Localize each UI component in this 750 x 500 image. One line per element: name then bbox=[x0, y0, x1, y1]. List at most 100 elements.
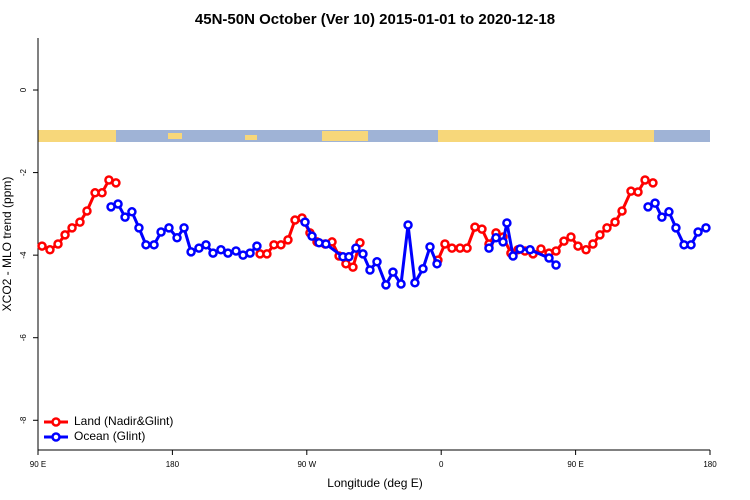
data-point bbox=[602, 223, 612, 233]
data-point bbox=[262, 249, 272, 259]
data-point bbox=[536, 244, 546, 254]
x-tick-label: 0 bbox=[439, 460, 444, 469]
data-point bbox=[164, 223, 174, 233]
data-point bbox=[551, 260, 561, 270]
data-point bbox=[45, 245, 55, 255]
x-tick-label: 90 E bbox=[30, 460, 46, 469]
y-tick-label: -4 bbox=[19, 251, 28, 259]
legend-label: Land (Nadir&Glint) bbox=[74, 414, 173, 428]
data-point bbox=[462, 243, 472, 253]
legend-marker bbox=[51, 432, 61, 442]
data-point bbox=[447, 243, 457, 253]
data-point bbox=[231, 246, 241, 256]
data-point bbox=[559, 236, 569, 246]
data-point bbox=[344, 252, 354, 262]
data-point bbox=[208, 248, 218, 258]
data-point bbox=[432, 259, 442, 269]
data-point bbox=[113, 199, 123, 209]
data-point bbox=[156, 227, 166, 237]
y-tick-label: -2 bbox=[19, 168, 28, 176]
data-point bbox=[610, 217, 620, 227]
data-point bbox=[351, 243, 361, 253]
y-axis-label: XCO2 - MLO trend (ppm) bbox=[0, 177, 14, 312]
data-point bbox=[491, 233, 501, 243]
data-point bbox=[388, 267, 398, 277]
data-point bbox=[396, 279, 406, 289]
data-point bbox=[37, 241, 47, 251]
data-point bbox=[276, 240, 286, 250]
data-point bbox=[544, 253, 554, 263]
data-point bbox=[381, 280, 391, 290]
data-point bbox=[67, 223, 77, 233]
data-point bbox=[617, 206, 627, 216]
data-point bbox=[365, 265, 375, 275]
data-point bbox=[307, 231, 317, 241]
data-point bbox=[643, 202, 653, 212]
data-point bbox=[671, 223, 681, 233]
data-point bbox=[358, 249, 368, 259]
data-point bbox=[141, 240, 151, 250]
data-point bbox=[75, 217, 85, 227]
data-point bbox=[127, 207, 137, 217]
data-point bbox=[595, 230, 605, 240]
data-point bbox=[515, 244, 525, 254]
y-tick-label: 0 bbox=[19, 87, 28, 92]
x-tick-label: 180 bbox=[703, 460, 717, 469]
x-tick-label: 90 W bbox=[297, 460, 316, 469]
data-point bbox=[223, 248, 233, 258]
x-axis-label: Longitude (deg E) bbox=[327, 476, 422, 490]
data-point bbox=[321, 239, 331, 249]
y-tick-label: -8 bbox=[19, 416, 28, 424]
data-point bbox=[252, 241, 262, 251]
data-point bbox=[686, 240, 696, 250]
data-point bbox=[300, 217, 310, 227]
data-point bbox=[581, 245, 591, 255]
data-point bbox=[440, 239, 450, 249]
land-sea-strip bbox=[38, 130, 710, 142]
data-point bbox=[588, 239, 598, 249]
data-point bbox=[403, 220, 413, 230]
data-point bbox=[410, 278, 420, 288]
legend-marker bbox=[51, 417, 61, 427]
data-point bbox=[418, 264, 428, 274]
data-point bbox=[194, 243, 204, 253]
x-tick-label: 90 E bbox=[567, 460, 583, 469]
data-point bbox=[53, 239, 63, 249]
chart-title: 45N-50N October (Ver 10) 2015-01-01 to 2… bbox=[195, 11, 555, 28]
data-point bbox=[111, 178, 121, 188]
data-point bbox=[201, 240, 211, 250]
data-point bbox=[657, 212, 667, 222]
data-point bbox=[701, 223, 711, 233]
data-point bbox=[664, 207, 674, 217]
data-point bbox=[693, 227, 703, 237]
data-point bbox=[425, 242, 435, 252]
data-point bbox=[60, 230, 70, 240]
data-point bbox=[566, 232, 576, 242]
data-point bbox=[179, 223, 189, 233]
data-point bbox=[283, 235, 293, 245]
data-point bbox=[502, 218, 512, 228]
data-point bbox=[477, 224, 487, 234]
data-point bbox=[484, 243, 494, 253]
data-point bbox=[633, 187, 643, 197]
data-point bbox=[186, 247, 196, 257]
data-point bbox=[134, 223, 144, 233]
data-point bbox=[97, 188, 107, 198]
data-point bbox=[650, 198, 660, 208]
data-point bbox=[525, 245, 535, 255]
data-point bbox=[372, 257, 382, 267]
data-point bbox=[648, 178, 658, 188]
y-tick-label: -6 bbox=[19, 334, 28, 342]
x-tick-label: 180 bbox=[166, 460, 180, 469]
data-point bbox=[640, 175, 650, 185]
data-point bbox=[498, 237, 508, 247]
data-point bbox=[172, 233, 182, 243]
legend-label: Ocean (Glint) bbox=[74, 429, 145, 443]
data-point bbox=[216, 245, 226, 255]
data-point bbox=[120, 212, 130, 222]
data-point bbox=[245, 248, 255, 258]
data-point bbox=[573, 241, 583, 251]
data-point bbox=[508, 251, 518, 261]
data-point bbox=[551, 246, 561, 256]
